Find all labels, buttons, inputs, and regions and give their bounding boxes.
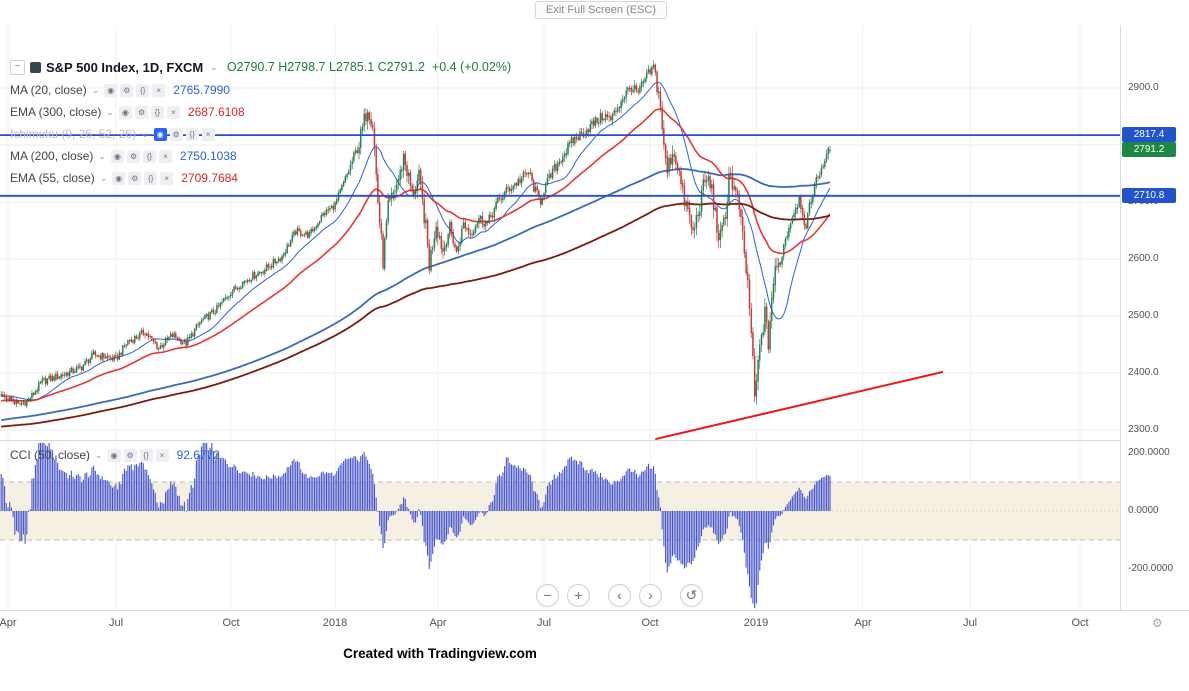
indicator-name: MA (20, close) [10,83,87,97]
collapse-legend-icon[interactable]: − [10,59,25,75]
delete-icon[interactable]: × [201,127,215,141]
indicator-row: EMA (55, close) ⌄ ◉ ⚙{} × 2709.7684 [10,167,511,189]
delete-icon[interactable]: × [166,105,180,119]
settings-icon[interactable]: ⚙ [134,105,148,119]
visibility-icon[interactable]: ◉ [110,149,124,163]
reset-chart-button[interactable]: ↺ [680,584,703,607]
settings-icon[interactable]: ⚙ [120,83,134,97]
visibility-icon[interactable]: ◉ [153,127,167,141]
price-label: 2300.0 [1128,424,1159,435]
time-label: Jul [536,617,552,629]
delete-icon[interactable]: × [152,83,166,97]
price-badge: 2817.4 [1122,127,1176,142]
chevron-down-icon[interactable]: ⌄ [91,84,100,95]
settings-icon[interactable]: ⚙ [123,448,137,462]
chevron-down-icon[interactable]: ⌄ [210,61,218,72]
indicator-row: Ichimoku (9, 26, 52, 26) ⌄ ◉ ⚙{} × [10,123,511,145]
visibility-icon[interactable]: ◉ [107,448,121,462]
price-badge: 2791.2 [1122,142,1176,157]
source-icon[interactable]: {} [136,83,150,97]
indicator-name: Ichimoku (9, 26, 52, 26) [10,127,137,141]
indicator-value: 2750.1038 [179,149,237,163]
time-label: Oct [1071,617,1089,629]
indicator-value: 2709.7684 [181,171,238,185]
chevron-down-icon[interactable]: ⌄ [98,150,106,161]
indicator-value: 2765.7990 [173,83,230,97]
chevron-down-icon[interactable]: ⌄ [95,449,103,460]
scroll-right-button[interactable]: › [639,584,662,607]
chevron-down-icon[interactable]: ⌄ [106,106,114,117]
visibility-icon[interactable]: ◉ [118,105,132,119]
cci-label: 0.0000 [1128,505,1159,516]
settings-icon[interactable]: ⚙ [126,149,140,163]
indicator-name: EMA (55, close) [10,171,95,185]
cci-label: 200.0000 [1128,447,1170,458]
source-icon[interactable]: {} [142,149,156,163]
time-label: Oct [222,617,240,629]
price-label: 2600.0 [1128,253,1159,264]
symbol-legend-row: − S&P 500 Index, 1D, FXCM ⌄ O2790.7 H279… [10,55,511,79]
indicator-row: CCI (50, close) ⌄ ◉ ⚙{} × 92.6772 [10,444,220,466]
time-axis[interactable]: Apr Jul Oct 2018 Apr Jul Oct 2019 Apr Jul Oct [0,610,1120,637]
time-label: Oct [641,617,659,629]
indicator-value: 92.6772 [176,448,220,462]
settings-icon[interactable]: ⚙ [169,127,183,141]
indicator-legend: MA (20, close) ⌄ ◉ ⚙{} × 2765.7990 EMA (300, c… [10,79,511,189]
time-label: Apr [0,617,17,629]
ohlc-values: O2790.7 H2798.7 L2785.1 C2791.2 [226,60,425,74]
price-badge: 2710.8 [1122,188,1176,203]
visibility-icon[interactable]: ◉ [104,83,118,97]
time-label: 2018 [322,617,348,629]
main-chart[interactable] [0,25,1120,610]
time-label: Jul [962,617,978,629]
zoom-in-button[interactable]: + [567,584,590,607]
zoom-out-button[interactable]: − [536,584,559,607]
tradingview-credit: Created with Tradingview.com [343,646,537,661]
indicator-name: CCI (50, close) [10,448,91,462]
symbol-title[interactable]: S&P 500 Index, 1D, FXCM [46,59,204,75]
source-icon[interactable]: {} [185,127,199,141]
visibility-icon[interactable]: ◉ [112,171,126,185]
chart-navigation: − + ‹ › ↺ [536,584,703,607]
delete-icon[interactable]: × [160,171,174,185]
indicator-row: MA (200, close) ⌄ ◉ ⚙{} × 2750.1038 [10,145,511,167]
legend-panel: − S&P 500 Index, 1D, FXCM ⌄ O2790.7 H279… [10,55,511,189]
indicator-row: EMA (300, close) ⌄ ◉ ⚙{} × 2687.6108 [10,101,511,123]
settings-icon[interactable]: ⚙ [128,171,142,185]
price-label: 2900.0 [1128,82,1159,93]
source-icon[interactable]: {} [139,448,153,462]
time-label: 2019 [743,617,769,629]
cci-legend: CCI (50, close) ⌄ ◉ ⚙{} × 92.6772 [10,444,220,466]
scroll-left-button[interactable]: ‹ [608,584,631,607]
delete-icon[interactable]: × [158,149,172,163]
time-label: Jul [108,617,124,629]
indicator-name: EMA (300, close) [10,105,102,119]
axis-settings-icon[interactable]: ⚙ [1152,616,1163,630]
time-label: Apr [854,617,872,629]
price-label: 2400.0 [1128,367,1159,378]
chevron-down-icon[interactable]: ⌄ [99,172,108,183]
source-icon[interactable]: {} [150,105,164,119]
indicator-value: 2687.6108 [187,105,245,119]
cci-label: -200.0000 [1128,563,1174,574]
change-value: +0.4 (+0.02%) [431,60,512,74]
exit-fullscreen-button[interactable]: Exit Full Screen (ESC) [534,1,668,19]
price-label: 2500.0 [1128,310,1159,321]
time-label: Apr [429,617,447,629]
indicator-row: MA (20, close) ⌄ ◉ ⚙{} × 2765.7990 [10,79,511,101]
chevron-down-icon[interactable]: ⌄ [141,128,149,139]
symbol-logo-icon [30,61,41,73]
price-axis[interactable]: 2900.02800.02700.02600.02500.02400.02300… [1120,25,1189,610]
axis-corner: ⚙ [1120,610,1189,637]
indicator-name: MA (200, close) [10,149,94,163]
source-icon[interactable]: {} [144,171,158,185]
delete-icon[interactable]: × [155,448,169,462]
